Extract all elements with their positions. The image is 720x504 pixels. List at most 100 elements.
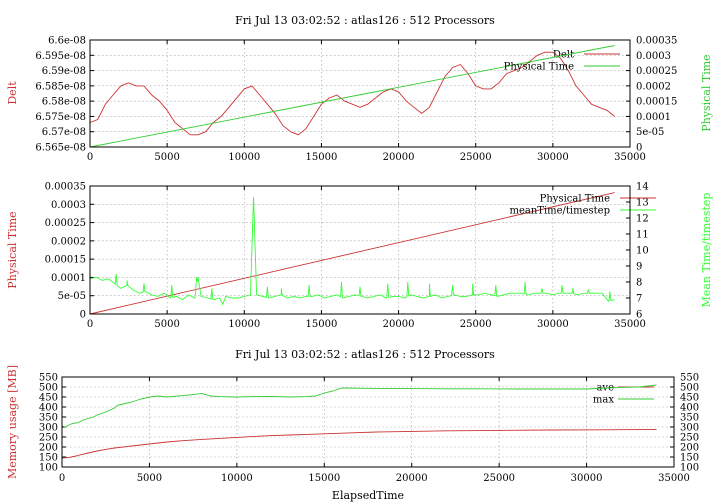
chart-delt-physical-time: 0 5000 10000 15000 20000 25000 30000 35000 6.565… [6, 14, 713, 163]
y-tick-label: 250 [39, 433, 58, 444]
y-tick-label: 0.00025 [45, 218, 86, 229]
x-tick-label: 5000 [154, 152, 179, 163]
y2-tick-label: 200 [680, 443, 699, 454]
series-line-physical-time [89, 45, 615, 148]
y2-tick-label: 8 [636, 278, 642, 289]
x-tick-label: 25000 [460, 319, 492, 330]
x-tick-label: 10000 [221, 473, 253, 484]
chart-memory-usage: 0 5000 10000 15000 20000 25000 30000 3500010015… [6, 348, 699, 502]
x-tick-label: 5000 [137, 473, 162, 484]
x-tick-label: 15000 [306, 319, 338, 330]
x-tick-label: 0 [59, 473, 65, 484]
y2-tick-label: 400 [680, 403, 699, 414]
y2-tick-label: 0.0001 [636, 112, 671, 123]
y-tick-label: 150 [39, 453, 58, 464]
y-tick-label: 100 [39, 463, 58, 474]
y2-tick-label: 150 [680, 453, 699, 464]
y2-tick-label: 0 [636, 143, 642, 154]
y2-tick-label: 9 [636, 262, 642, 273]
x-tick-label: 25000 [483, 473, 515, 484]
series-line-max [61, 384, 657, 428]
legend-label: Physical Time [504, 62, 574, 73]
x-tick-label: 30000 [571, 473, 603, 484]
x-tick-label: 20000 [396, 473, 428, 484]
y-axis-label: Physical Time [6, 211, 19, 288]
y2-tick-label: 0.00025 [636, 66, 677, 77]
y2-tick-label: 100 [680, 463, 699, 474]
x-tick-label: 20000 [383, 152, 415, 163]
y-tick-label: 400 [39, 403, 58, 414]
x-tick-label: 35000 [658, 473, 690, 484]
y-tick-label: 6.58e-08 [42, 97, 86, 108]
y-tick-label: 0.00035 [45, 182, 86, 193]
x-tick-label: 20000 [383, 319, 415, 330]
y2-axis-label: Mean Time/timestep [700, 193, 713, 308]
y-tick-label: 6.57e-08 [42, 127, 86, 138]
plot-frame [89, 39, 631, 148]
x-tick-label: 5000 [154, 319, 179, 330]
plot-frame [61, 376, 675, 468]
y2-tick-label: 250 [680, 433, 699, 444]
y2-tick-label: 7 [636, 294, 642, 305]
chart-physical-time-mean-time: 0 5000 10000 15000 20000 25000 30000 35000 0 5e-0… [6, 182, 713, 331]
x-tick-label: 0 [87, 319, 93, 330]
x-tick-label: 25000 [460, 152, 492, 163]
y-tick-label: 300 [39, 423, 58, 434]
y-tick-label: 0 [80, 310, 86, 321]
y2-tick-label: 5e-05 [636, 127, 664, 138]
y-tick-label: 0.00015 [45, 255, 86, 266]
legend-label: max [593, 395, 614, 406]
y2-tick-label: 500 [680, 383, 699, 394]
x-tick-label: 30000 [537, 152, 569, 163]
chart-title: Fri Jul 13 03:02:52 : atlas126 : 512 Pro… [235, 348, 495, 361]
x-tick-label: 10000 [228, 152, 260, 163]
y2-tick-label: 550 [680, 373, 699, 384]
x-tick-label: 35000 [614, 319, 646, 330]
x-tick-label: 15000 [308, 473, 340, 484]
y-tick-label: 6.595e-08 [35, 51, 86, 62]
y-tick-label: 6.575e-08 [35, 112, 86, 123]
y2-tick-label: 14 [636, 182, 649, 193]
y2-tick-label: 12 [636, 214, 649, 225]
y-axis-label: Memory usage [MB] [6, 365, 19, 479]
y2-tick-label: 0.00015 [636, 97, 677, 108]
y-tick-label: 450 [39, 393, 58, 404]
y2-tick-label: 11 [636, 230, 649, 241]
y2-tick-label: 350 [680, 413, 699, 424]
series-line-meantime-timestep [89, 197, 615, 306]
chart-title: Fri Jul 13 03:02:52 : atlas126 : 512 Pro… [235, 14, 495, 27]
y-tick-label: 550 [39, 373, 58, 384]
y-tick-label: 0.0003 [51, 200, 86, 211]
y2-tick-label: 13 [636, 198, 649, 209]
y2-tick-label: 300 [680, 423, 699, 434]
y-tick-label: 500 [39, 383, 58, 394]
plot-frame [89, 185, 631, 315]
y-tick-label: 6.59e-08 [42, 66, 86, 77]
y2-tick-label: 6 [636, 310, 642, 321]
y2-tick-label: 10 [636, 246, 649, 257]
x-axis-label: ElapsedTime [332, 489, 404, 502]
y-tick-label: 200 [39, 443, 58, 454]
x-tick-label: 15000 [306, 152, 338, 163]
y-axis-label: Delt [6, 81, 19, 105]
y-tick-label: 6.585e-08 [35, 81, 86, 92]
y2-tick-label: 0.0002 [636, 81, 671, 92]
y2-tick-label: 450 [680, 393, 699, 404]
x-tick-label: 0 [87, 152, 93, 163]
x-tick-label: 30000 [537, 319, 569, 330]
y2-axis-label: Physical Time [700, 54, 713, 131]
series-line-delt [89, 51, 615, 136]
series-line-physical-time [89, 192, 615, 315]
y2-tick-label: 0.00035 [636, 36, 677, 47]
x-tick-label: 10000 [228, 319, 260, 330]
y-tick-label: 350 [39, 413, 58, 424]
x-tick-label: 35000 [614, 152, 646, 163]
legend-label: Physical Time [540, 194, 610, 205]
y-tick-label: 5e-05 [58, 291, 86, 302]
y2-tick-label: 0.0003 [636, 51, 671, 62]
y-tick-label: 6.6e-08 [48, 36, 86, 47]
legend-label: meanTime/timestep [509, 206, 610, 217]
y-tick-label: 0.0001 [51, 273, 86, 284]
y-tick-label: 0.0002 [51, 236, 86, 247]
